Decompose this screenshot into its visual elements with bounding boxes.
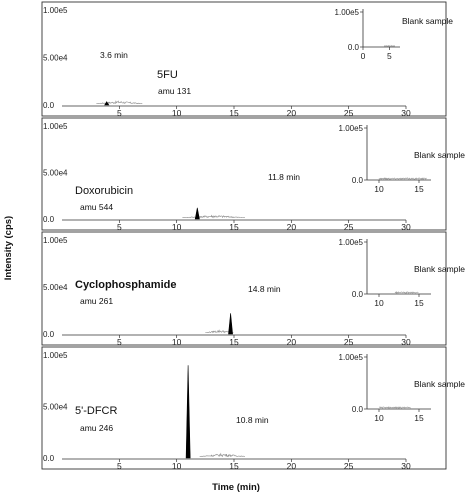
- x-tick-label: 30: [401, 222, 411, 232]
- peak-retention-label: 11.8 min: [268, 172, 300, 182]
- panels: 0.0 5.00e4 1.00e5 5 10 15 20 25 30 3.6 min 5FU amu …: [41, 1, 466, 471]
- panel-frame: [41, 231, 447, 346]
- compound-name: Cyclophosphamide: [75, 279, 176, 291]
- chromatogram-peak: [194, 207, 200, 220]
- panel-4: 0.0 5.00e4 1.00e5 5 10 15 20 25 30 10.8 min 5'-DFC…: [41, 346, 466, 471]
- inset-y-tick-label: 1.00e5: [339, 124, 364, 133]
- blank-sample-label: Blank sample: [414, 379, 465, 389]
- inset-noise: [378, 177, 427, 180]
- x-tick-label: 15: [229, 461, 239, 471]
- peak-retention-label: 3.6 min: [100, 50, 128, 60]
- inset-x-tick-label: 15: [414, 413, 424, 423]
- y-tick-label: 5.00e4: [43, 283, 68, 292]
- x-axis-title: Time (min): [212, 482, 260, 493]
- chromatogram-peak: [228, 313, 233, 335]
- blank-sample-label: Blank sample: [414, 150, 465, 160]
- panel-frame: [41, 117, 447, 231]
- x-tick-label: 25: [344, 108, 354, 118]
- x-tick-label: 5: [117, 222, 122, 232]
- inset-y-tick-label: 1.00e5: [335, 8, 360, 17]
- blank-sample-inset: 0.0 1.00e5 0 5 Blank sample: [335, 8, 454, 61]
- inset-noise: [384, 44, 395, 48]
- inset-y-tick-label: 0.0: [352, 176, 364, 185]
- panel-3: 0.0 5.00e4 1.00e5 5 10 15 20 25 30 14.8 min Cyclop…: [41, 231, 466, 347]
- panel-2: 0.0 5.00e4 1.00e5 5 10 15 20 25 30 11.8 min Doxoru…: [41, 117, 466, 232]
- y-tick-label: 0.0: [43, 330, 55, 339]
- y-tick-label: 5.00e4: [43, 403, 68, 412]
- inset-x-tick-label: 15: [414, 298, 424, 308]
- inset-y-tick-label: 0.0: [352, 405, 364, 414]
- inset-x-tick-label: 15: [414, 184, 424, 194]
- inset-noise: [394, 290, 419, 294]
- blank-sample-inset: 0.0 1.00e5 10 15 Blank sample: [339, 238, 466, 308]
- y-tick-label: 1.00e5: [43, 351, 68, 360]
- inset-x-tick-label: 5: [387, 51, 392, 61]
- chromatogram-noise: [182, 214, 245, 219]
- x-tick-label: 10: [172, 222, 182, 232]
- inset-x-tick-label: 10: [374, 298, 384, 308]
- x-tick-label: 10: [172, 461, 182, 471]
- peak-retention-label: 14.8 min: [248, 284, 281, 294]
- x-tick-label: 25: [344, 222, 354, 232]
- inset-y-tick-label: 1.00e5: [339, 238, 364, 247]
- inset-y-tick-label: 1.00e5: [339, 353, 364, 362]
- panel-frame: [41, 346, 447, 470]
- chromatogram-peak: [185, 365, 191, 459]
- x-tick-label: 30: [401, 337, 411, 347]
- x-tick-label: 5: [117, 337, 122, 347]
- x-tick-label: 10: [172, 337, 182, 347]
- x-tick-label: 25: [344, 461, 354, 471]
- amu-label: amu 261: [80, 296, 113, 306]
- y-tick-label: 5.00e4: [43, 169, 68, 178]
- x-tick-label: 10: [172, 108, 182, 118]
- blank-sample-label: Blank sample: [414, 264, 465, 274]
- x-tick-label: 15: [229, 222, 239, 232]
- blank-sample-label: Blank sample: [402, 16, 453, 26]
- x-tick-label: 5: [117, 461, 122, 471]
- x-tick-label: 5: [117, 108, 122, 118]
- peak-retention-label: 10.8 min: [236, 415, 269, 425]
- x-tick-label: 15: [229, 337, 239, 347]
- amu-label: amu 131: [158, 86, 191, 96]
- y-tick-label: 1.00e5: [43, 6, 68, 15]
- amu-label: amu 544: [80, 202, 113, 212]
- y-tick-label: 1.00e5: [43, 122, 68, 131]
- x-tick-label: 20: [287, 461, 297, 471]
- compound-name: 5'-DFCR: [75, 405, 117, 417]
- panel-1: 0.0 5.00e4 1.00e5 5 10 15 20 25 30 3.6 min 5FU amu …: [41, 1, 454, 118]
- blank-sample-inset: 0.0 1.00e5 10 15 Blank sample: [339, 124, 466, 194]
- inset-y-tick-label: 0.0: [352, 290, 364, 299]
- chromatogram-noise: [96, 100, 143, 105]
- amu-label: amu 246: [80, 423, 113, 433]
- x-tick-label: 25: [344, 337, 354, 347]
- compound-name: Doxorubicin: [75, 185, 133, 197]
- y-tick-label: 1.00e5: [43, 236, 68, 245]
- blank-sample-inset: 0.0 1.00e5 10 15 Blank sample: [339, 353, 466, 423]
- y-tick-label: 0.0: [43, 101, 55, 110]
- x-tick-label: 20: [287, 337, 297, 347]
- y-axis-title: Intensity (cps): [3, 216, 14, 280]
- x-tick-label: 30: [401, 108, 411, 118]
- inset-y-tick-label: 0.0: [348, 43, 360, 52]
- inset-x-tick-label: 10: [374, 413, 384, 423]
- x-tick-label: 15: [229, 108, 239, 118]
- chromatogram-peak: [104, 101, 110, 106]
- x-tick-label: 30: [401, 461, 411, 471]
- inset-x-tick-label: 10: [374, 184, 384, 194]
- chromatogram-noise: [199, 452, 245, 458]
- panel-frame: [41, 1, 447, 117]
- inset-x-tick-label: 0: [361, 51, 366, 61]
- inset-noise: [378, 405, 411, 410]
- x-tick-label: 20: [287, 222, 297, 232]
- y-tick-label: 0.0: [43, 215, 55, 224]
- y-tick-label: 0.0: [43, 454, 55, 463]
- y-tick-label: 5.00e4: [43, 54, 68, 63]
- x-tick-label: 20: [287, 108, 297, 118]
- compound-name: 5FU: [157, 69, 178, 81]
